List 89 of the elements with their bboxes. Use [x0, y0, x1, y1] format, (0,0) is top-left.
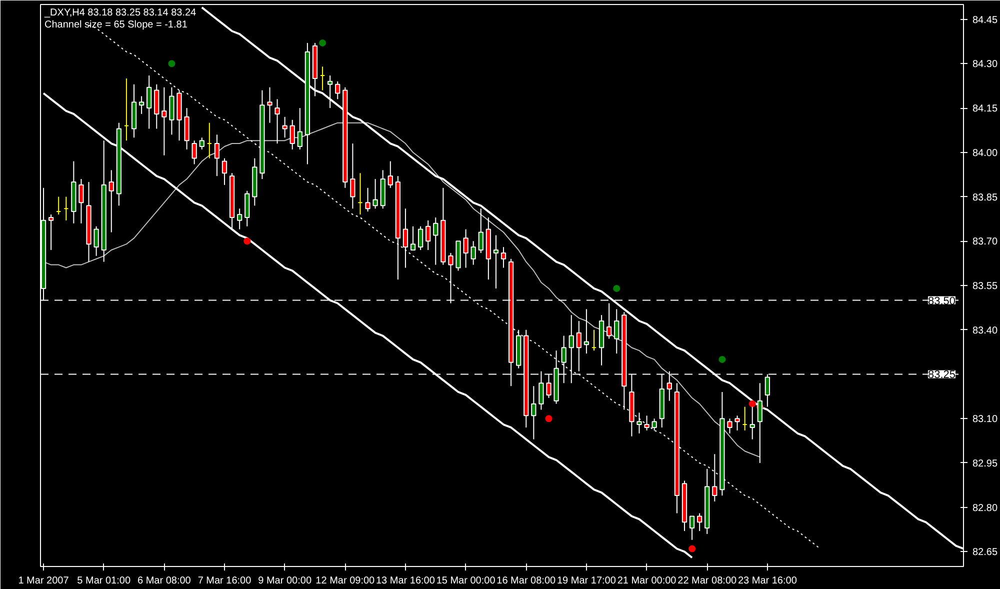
candlestick: [372, 178, 378, 210]
candlestick: [108, 170, 114, 233]
candlestick: [500, 246, 506, 268]
y-tick-label: 84.00: [972, 148, 998, 159]
candlestick: [410, 226, 416, 251]
candlestick: [727, 418, 732, 434]
candlestick: [493, 234, 499, 289]
ref-line-label: 83.50: [928, 295, 956, 308]
candlestick: [138, 96, 144, 114]
candlestick: [192, 140, 197, 165]
candlestick: [614, 308, 620, 354]
candlestick: [267, 86, 272, 124]
candlestick: [169, 86, 174, 136]
x-tick-label: 9 Mar 00:00: [258, 576, 312, 586]
y-tick-label: 84.30: [972, 59, 998, 70]
candlestick: [297, 108, 302, 150]
candlestick: [712, 454, 718, 502]
candlestick: [146, 74, 152, 130]
x-tick-label: 16 Mar 08:00: [496, 576, 556, 586]
y-tick-label: 83.85: [972, 192, 998, 204]
y-tick-label: 82.95: [972, 458, 998, 470]
y-tick-label: 83.70: [972, 236, 998, 248]
x-tick-label: 13 Mar 16:00: [376, 576, 436, 586]
y-tick-label: 83.55: [972, 281, 998, 292]
candlestick: [350, 143, 356, 210]
candlestick: [222, 158, 228, 186]
point: [688, 545, 696, 552]
candlestick: [244, 190, 250, 227]
line-series: [43, 122, 760, 458]
candlestick: [154, 84, 160, 130]
x-tick-label: 23 Mar 16:00: [738, 576, 798, 586]
candlestick: [606, 302, 612, 340]
y-tick-label: 82.65: [972, 547, 998, 558]
x-tick-label: 6 Mar 08:00: [137, 576, 192, 586]
candlestick: [576, 320, 582, 372]
x-tick-label: 15 Mar 00:00: [436, 576, 496, 586]
candlestick: [78, 178, 84, 224]
x-tick-label: 5 Mar 01:00: [77, 576, 131, 586]
x-tick-label: 7 Mar 16:00: [198, 576, 252, 586]
candlestick: [652, 418, 657, 431]
candlestick: [327, 74, 333, 109]
candlestick: [214, 134, 220, 177]
x-tick-label: 1 Mar 2007: [18, 576, 70, 586]
annotation: Channel size = 65 Slope = -1.81: [44, 20, 188, 30]
point: [748, 400, 756, 408]
candlestick: [644, 415, 650, 431]
point: [319, 39, 326, 46]
candlestick: [463, 228, 468, 268]
point: [244, 238, 251, 245]
candlestick: [365, 187, 370, 212]
candlestick: [689, 516, 695, 540]
point: [613, 284, 620, 292]
candlestick: [470, 240, 476, 266]
candlestick: [402, 208, 408, 268]
x-tick-label: 21 Mar 00:00: [617, 576, 677, 586]
candlestick: [237, 208, 242, 230]
x-tick-label: 19 Mar 17:00: [556, 576, 616, 586]
candlestick: [282, 116, 288, 138]
candlestick: [94, 226, 99, 256]
y-tick-label: 82.80: [972, 502, 998, 514]
candlestick: [538, 370, 544, 410]
candlestick: [274, 98, 280, 144]
y-tick-label: 84.15: [972, 104, 998, 115]
candlestick: [584, 308, 590, 354]
candlestick: [696, 512, 702, 532]
y-tick-label: 83.40: [972, 325, 998, 336]
point: [168, 60, 176, 68]
candlestick: [48, 214, 54, 251]
x-tick-label: 12 Mar 09:00: [316, 576, 376, 586]
candlestick: [478, 208, 484, 254]
x-tick-label: 22 Mar 08:00: [678, 576, 738, 586]
candlestick: [335, 80, 340, 100]
candlestick: [162, 86, 167, 156]
y-tick-label: 83.10: [972, 414, 998, 426]
candlestick: [426, 220, 431, 251]
ref-line-label: 83.25: [928, 369, 956, 382]
chart-title: _DXY,H4 83.18 83.25 83.14 83.24: [44, 8, 197, 18]
candlestick: [184, 108, 190, 150]
candlestick: [433, 216, 438, 266]
candlestick: [199, 137, 204, 150]
candlestick: [636, 412, 642, 434]
candlestick: [531, 386, 536, 440]
candlestick: [388, 160, 393, 188]
point: [545, 415, 552, 422]
candlestick: [418, 226, 424, 251]
point: [718, 356, 726, 363]
candlestick: [290, 119, 295, 150]
y-tick-label: 84.45: [972, 14, 998, 26]
candlestick: [734, 415, 740, 431]
